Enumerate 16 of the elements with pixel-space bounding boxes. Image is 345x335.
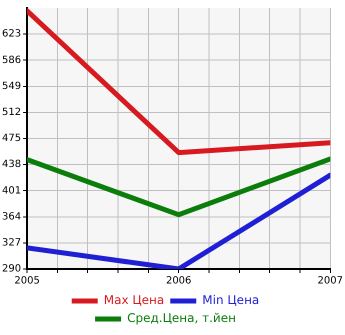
y-tick-label: 401 (2, 185, 22, 196)
legend-label: Сред.Цена, т.йен (127, 311, 236, 326)
y-tick-label: 438 (2, 159, 22, 170)
y-tick-label: 549 (2, 80, 22, 92)
y-tick-label: 475 (2, 133, 22, 144)
y-tick-label: 512 (2, 106, 22, 118)
y-tick-label: 327 (2, 237, 22, 248)
y-tick-label: 623 (2, 28, 22, 40)
x-tick-label: 2007 (318, 276, 343, 287)
legend-label: Min Цена (202, 293, 260, 308)
y-tick-label: 364 (2, 211, 22, 222)
legend-label: Max Цена (104, 293, 164, 308)
x-tick-label: 2006 (166, 276, 192, 287)
x-tick-label: 2005 (14, 276, 40, 287)
y-tick-label: 586 (2, 54, 22, 66)
y-tick-label: 290 (2, 264, 22, 275)
